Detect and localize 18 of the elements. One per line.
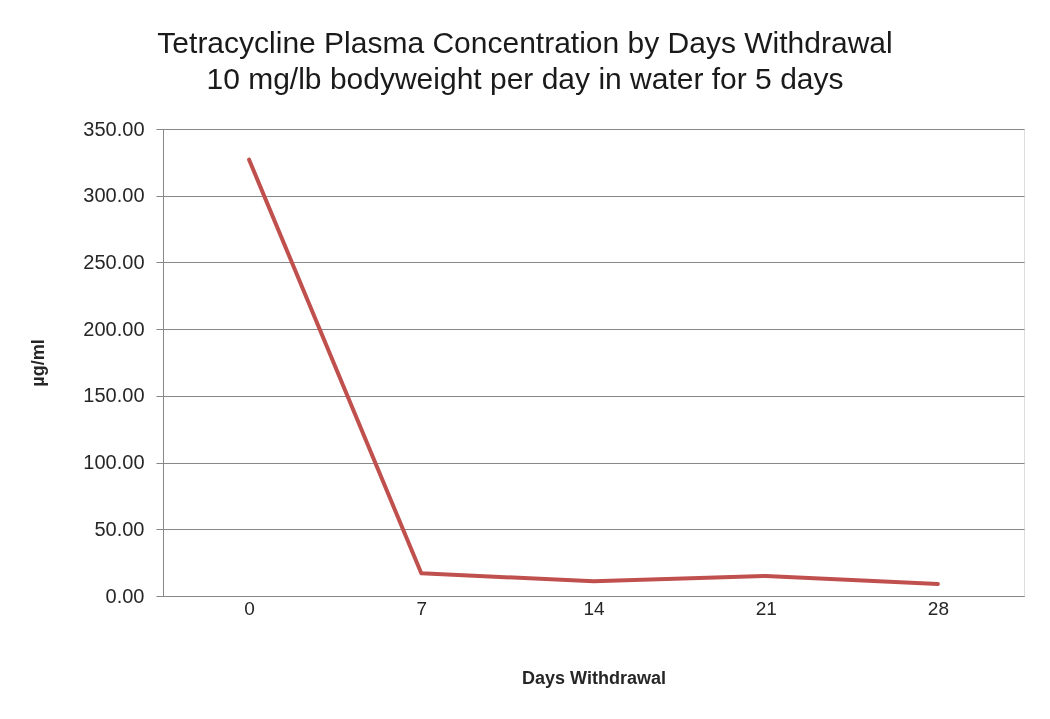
chart-title: Tetracycline Plasma Concentration by Days Withdrawal bbox=[157, 26, 893, 59]
y-axis-title: µg/ml bbox=[28, 339, 49, 387]
y-tick-label: 150.00 bbox=[83, 384, 145, 407]
x-tick-label: 28 bbox=[927, 597, 949, 619]
x-tick-label: 14 bbox=[583, 597, 605, 619]
y-tick-label: 300.00 bbox=[83, 184, 145, 207]
y-tick-label: 350.00 bbox=[83, 117, 145, 140]
x-tick-label: 21 bbox=[755, 597, 777, 619]
y-tick-label: 200.00 bbox=[83, 317, 145, 340]
x-axis-title: Days Withdrawal bbox=[522, 667, 666, 688]
line-series bbox=[247, 157, 940, 586]
x-tick-label: 0 bbox=[244, 597, 255, 619]
y-tick-label: 250.00 bbox=[83, 250, 145, 273]
chart-subtitle: 10 mg/lb bodyweight per day in water for 5 days bbox=[206, 62, 844, 95]
y-tick-label: 50.00 bbox=[94, 517, 145, 540]
y-tick-label: 100.00 bbox=[83, 451, 145, 474]
y-tick-label: 0.00 bbox=[105, 584, 145, 607]
x-tick-label: 7 bbox=[416, 597, 428, 619]
